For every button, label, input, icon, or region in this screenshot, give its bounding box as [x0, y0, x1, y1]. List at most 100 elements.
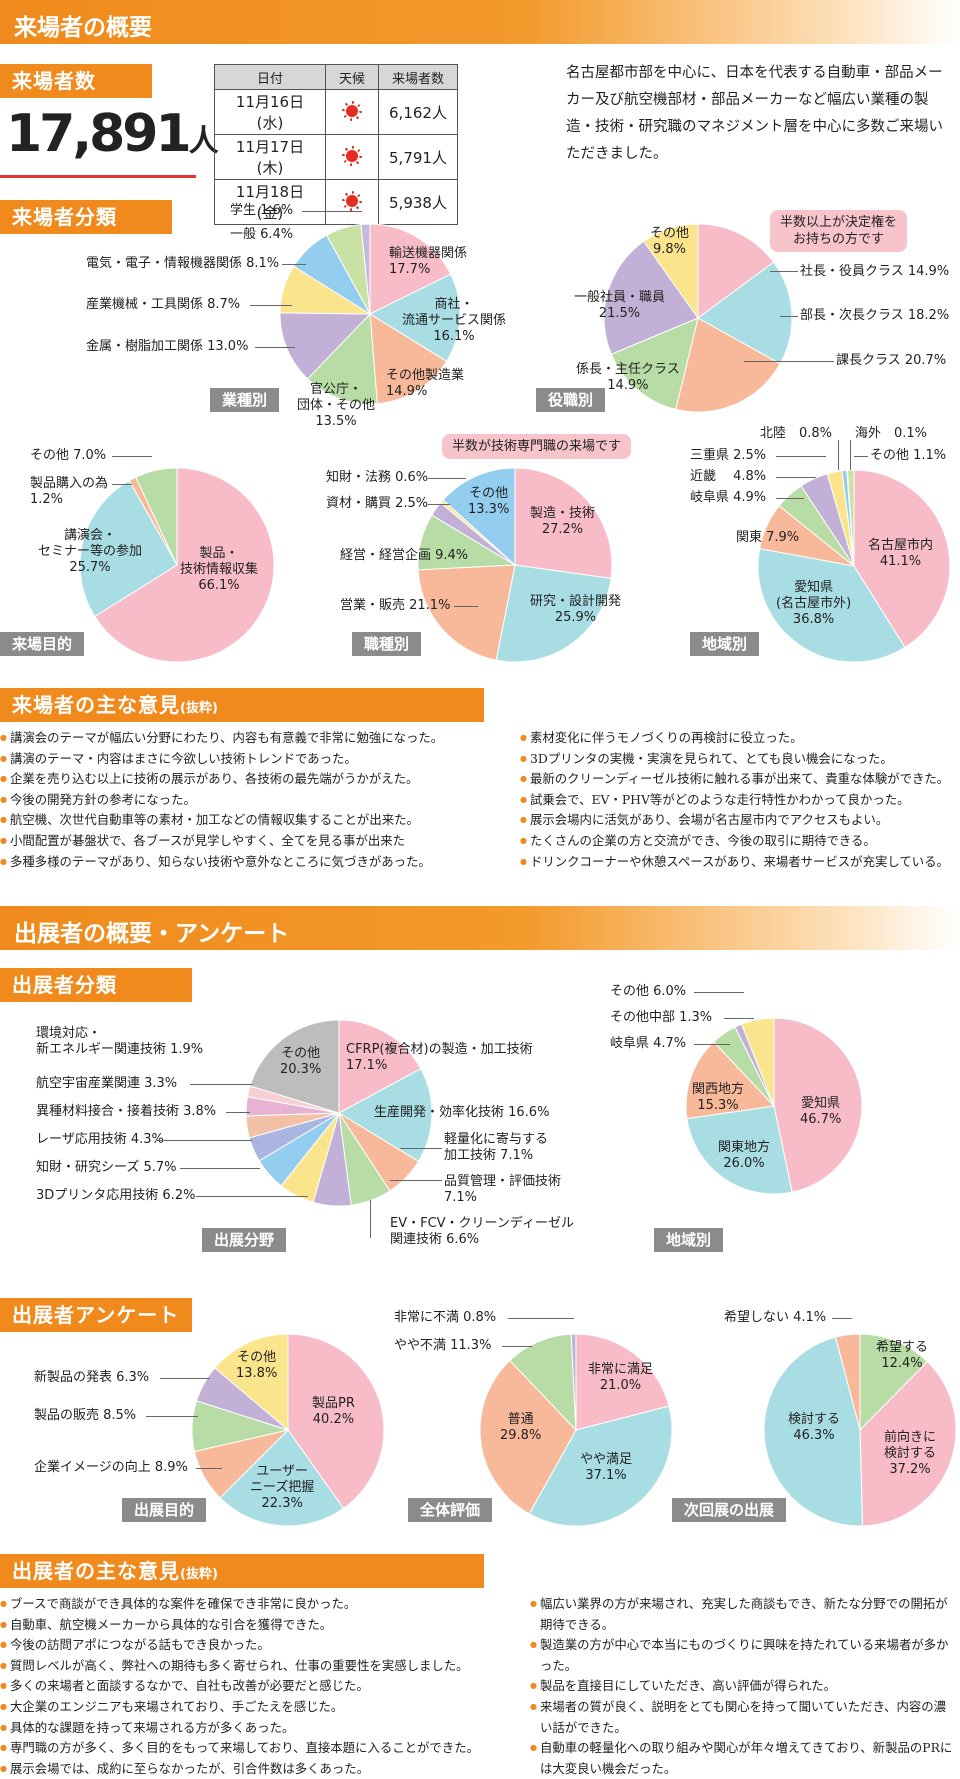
weather-cell [325, 134, 379, 180]
leader-line [780, 316, 798, 317]
pie-label: その他 6.0% [610, 984, 687, 999]
leader-line [776, 456, 826, 457]
pie-label: 商社・ 流通サービス関係 16.1% [402, 297, 507, 344]
pie-label: 製造・技術 27.2% [530, 506, 596, 537]
pie-label: その他 13.3% [468, 486, 510, 517]
leader-line [112, 484, 132, 485]
pie-label: 異種材料接合・接着技術 3.8% [36, 1104, 217, 1119]
list-item: 小間配置が碁盤状で、各ブースが見学しやすく、全てを見る事が出来た [0, 831, 510, 852]
list-item: ブースで商談ができ具体的な案件を確保でき非常に良かった。 [0, 1594, 520, 1615]
pie-label: 研究・設計開発 25.9% [530, 594, 622, 625]
pie-label: 電気・電子・情報機器関係 8.1% [86, 256, 280, 271]
list-item: 航空機、次世代自動車等の素材・加工などの情報収集することが出来た。 [0, 810, 510, 831]
pie-chart-purpose [79, 467, 275, 663]
pie-label: 関西地方 15.3% [692, 1082, 745, 1113]
pie-label: 経営・経営企画 9.4% [340, 548, 469, 563]
leader-line [694, 992, 744, 993]
pie-slice [675, 317, 781, 413]
total-underline [0, 175, 196, 178]
list-item: ドリンクコーナーや休憩スペースがあり、来場者サービスが充実している。 [520, 852, 960, 873]
pie-label: 製品PR 40.2% [312, 1396, 355, 1427]
heading-text: 来場者の主な意見 [12, 693, 180, 717]
exhibitor-classification-heading: 出展者分類 [0, 968, 192, 1002]
pie-label: やや不満 11.3% [394, 1338, 492, 1353]
pie-slice [287, 1333, 385, 1510]
pie-label: 官公庁・ 団体・その他 13.5% [297, 382, 376, 429]
pie-slice [603, 240, 699, 355]
pie-slice [135, 467, 178, 566]
pie-slice [417, 564, 516, 661]
pie-label: 講演会・ セミナー等の参加 25.7% [38, 528, 143, 575]
list-item: 試乗会で、EV・PHV等がどのような走行特性かわかって良かった。 [520, 790, 960, 811]
exhibitor-opinions-heading: 出展者の主な意見(抜粋) [0, 1554, 484, 1588]
list-item: 素材変化に伴うモノづくりの再検討に役立った。 [520, 728, 960, 749]
leader-line [850, 440, 851, 470]
pie-label: 近畿 4.8% [690, 469, 767, 484]
pie-label: 3Dプリンタ応用技術 6.2% [36, 1188, 196, 1203]
pie-slice [643, 223, 699, 320]
pie-slice [740, 1017, 775, 1107]
pie-label: 名古屋市内 41.1% [868, 538, 934, 569]
leader-line [302, 211, 362, 212]
leader-line [196, 1196, 308, 1197]
leader-line [508, 1318, 574, 1319]
pie-label: その他 1.1% [870, 448, 947, 463]
pie-slice [219, 1429, 345, 1527]
list-item: 今後の開発方針の参考になった。 [0, 790, 510, 811]
leader-line [400, 1148, 442, 1149]
date-cell: 11月17日(木) [214, 134, 326, 180]
list-item: 企業を売り込む以上に技術の展示があり、各技術の最先端がうかがえた。 [0, 769, 510, 790]
pie-label: 製品購入の為 1.2% [30, 476, 109, 507]
pie-label: 一般 6.4% [230, 227, 294, 242]
leader-line [390, 1180, 442, 1181]
pie-label: 企業イメージの向上 8.9% [34, 1460, 188, 1475]
date-cell: 11月18日(金) [214, 179, 326, 225]
leader-line [454, 606, 478, 607]
exhibitor-opinions-left: ブースで商談ができ具体的な案件を確保でき非常に良かった。 自動車、航空機メーカー… [0, 1594, 520, 1779]
pie-label: 岐阜県 4.7% [610, 1036, 687, 1051]
leader-line [694, 1044, 730, 1045]
leader-line [180, 1168, 260, 1169]
list-item: たくさんの企業の方と交流ができ、今後の取引に期待できる。 [520, 831, 960, 852]
leader-line [196, 1468, 222, 1469]
pie-slice [495, 564, 612, 663]
chart-tag: 業種別 [210, 388, 280, 412]
pie-label: その他 7.0% [30, 448, 107, 463]
visitor-opinions-left: 講演会のテーマが幅広い分野にわたり、内容も有意義で非常に勉強になった。 講演のテ… [0, 728, 510, 872]
pie-slice [859, 1360, 957, 1527]
pie-slice [338, 1019, 422, 1114]
table-header: 来場者数 [378, 64, 458, 90]
chart-tag: 地域別 [690, 632, 760, 656]
pie-slice [368, 273, 461, 362]
pie-label: その他製造業 14.9% [386, 368, 465, 399]
pie-label: 部長・次長クラス 18.2% [800, 308, 950, 323]
pie-chart-exhibit-purpose [191, 1333, 385, 1527]
leader-line [146, 1416, 198, 1417]
leader-line [502, 1346, 532, 1347]
list-item: 3Dプリンタの実機・実演を見られて、とても良い機会になった。 [520, 749, 960, 770]
list-item: 多種多様のテーマがあり、知らない技術や意外なところに気づきがあった。 [0, 852, 510, 873]
table-header: 天候 [325, 64, 379, 90]
chart-tag: 出展目的 [122, 1498, 207, 1522]
pie-label: 製品・ 技術情報収集 66.1% [180, 546, 259, 593]
pie-label: その他 9.8% [650, 226, 690, 257]
pie-label: CFRP(複合材)の製造・加工技術 17.1% [346, 1042, 533, 1073]
pie-label: 愛知県 46.7% [800, 1096, 842, 1127]
pie-slice [763, 1336, 863, 1527]
visitor-opinions-heading: 来場者の主な意見(抜粋) [0, 688, 484, 722]
list-item: 具体的な課題を持って来場される方が多くあった。 [0, 1718, 520, 1739]
pie-slice [570, 1333, 577, 1431]
pie-label: 希望する 12.4% [876, 1340, 929, 1371]
visitor-table: 日付 天候 来場者数 11月16日(水) 6,162人 11月17日(木) 5,… [214, 64, 458, 225]
visitor-count-heading: 来場者数 [0, 64, 152, 98]
pie-chart-exhibit-region [685, 1017, 863, 1195]
pie-label: 課長クラス 20.7% [836, 353, 947, 368]
leader-line [428, 504, 450, 505]
pie-slice [846, 469, 855, 567]
pie-label: 非常に不満 0.8% [394, 1310, 497, 1325]
visitor-intro: 名古屋都市部を中心に、日本を代表する自動車・部品メーカー及び航空機部材・部品メー… [566, 65, 943, 162]
list-item: 自動車の軽量化への取り組みや関心が年々増えてきており、新製品のPRには大変良い機… [530, 1738, 954, 1779]
pie-label: 新製品の発表 6.3% [34, 1370, 150, 1385]
list-item: 幅広い業界の方が来場され、充実した商談もでき、新たな分野での開拓が期待できる。 [530, 1594, 954, 1635]
pie-slice [514, 467, 613, 579]
